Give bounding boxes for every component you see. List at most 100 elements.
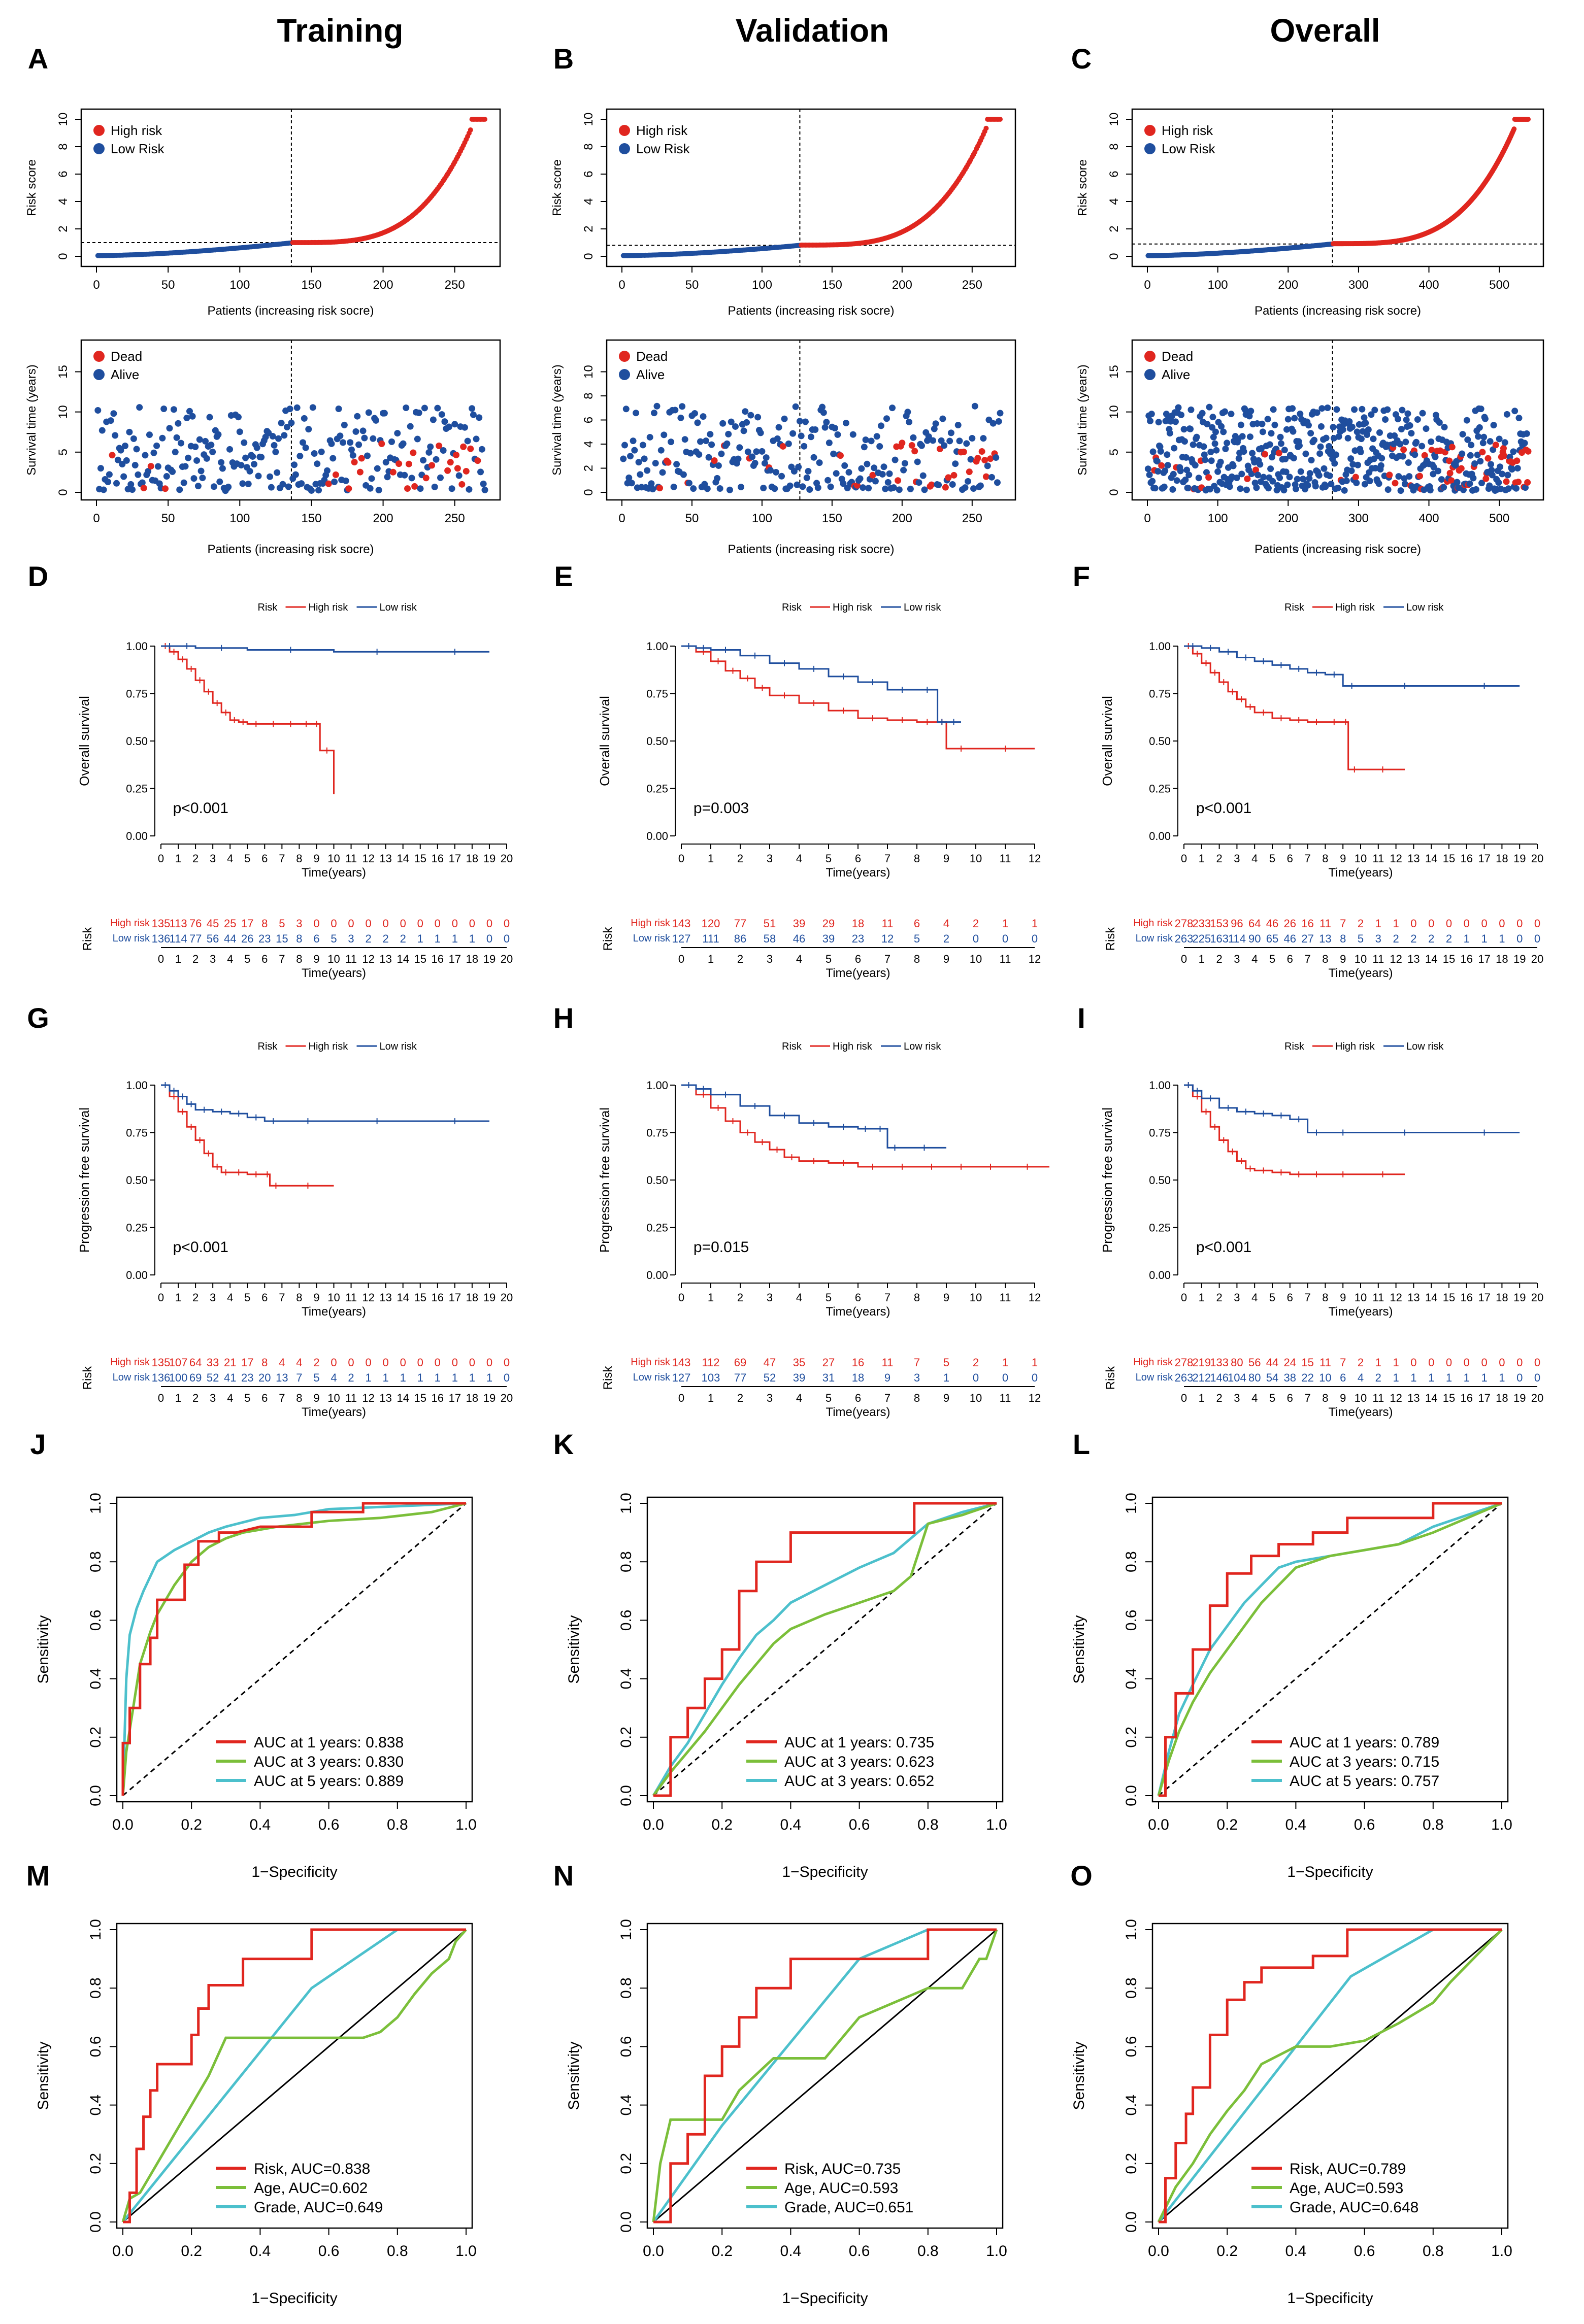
- y-tick-label: 0.75: [1149, 1127, 1171, 1139]
- risk-table-tick-label: 2: [737, 953, 743, 965]
- alive-point: [437, 474, 444, 481]
- alive-point: [480, 480, 487, 487]
- alive-point: [133, 446, 140, 453]
- alive-point: [685, 480, 692, 487]
- alive-point: [1359, 406, 1366, 413]
- alive-point: [790, 468, 798, 475]
- legend-label: High risk: [636, 123, 688, 138]
- alive-point: [331, 478, 338, 485]
- alive-point: [827, 483, 834, 490]
- risk-table-title: Risk: [601, 1366, 615, 1390]
- diagonal-reference: [653, 1929, 997, 2223]
- risk-table-tick-label: 9: [1340, 953, 1346, 965]
- alive-point: [1222, 445, 1229, 452]
- x-tick-label: 300: [1348, 512, 1369, 525]
- x-tick-label: 400: [1419, 278, 1439, 292]
- x-tick-label: 8: [1322, 852, 1328, 865]
- risk-table-cell: 1: [417, 932, 423, 945]
- alive-point: [1268, 430, 1275, 437]
- risk-table-tick-label: 16: [1461, 953, 1473, 965]
- x-tick-label: 0.4: [780, 2243, 802, 2260]
- alive-point: [795, 463, 802, 470]
- y-tick-label: 0.50: [646, 735, 668, 748]
- y-axis-label: Survival time (years): [25, 364, 39, 476]
- dead-point: [1421, 452, 1428, 459]
- risk-table-tick-label: 19: [1513, 953, 1526, 965]
- alive-point: [1411, 451, 1418, 458]
- alive-point: [1397, 441, 1404, 448]
- dead-point: [895, 477, 902, 484]
- risk-table-cell: 1: [1032, 1356, 1038, 1369]
- legend-label: High risk: [833, 1041, 873, 1052]
- risk-table-cell: 39: [822, 932, 835, 945]
- risk-table-cell: 0: [1499, 917, 1505, 930]
- risk-table-cell: 76: [189, 917, 202, 930]
- alive-point: [649, 486, 656, 493]
- legend-label: Low risk: [904, 1041, 941, 1052]
- risk-table-tick-label: 3: [767, 953, 773, 965]
- risk-table-cell: 1: [435, 932, 441, 945]
- legend-label: High risk: [833, 602, 873, 613]
- dead-point: [928, 481, 935, 488]
- y-tick-label: 1.0: [1123, 1919, 1140, 1940]
- alive-point: [186, 408, 193, 415]
- risk-table-tick-label: 11: [1000, 1392, 1011, 1404]
- alive-point: [1418, 443, 1426, 450]
- dead-point: [1205, 474, 1212, 481]
- alive-point: [690, 485, 697, 492]
- risk-table-tick-label: 10: [327, 953, 340, 965]
- alive-point: [281, 432, 288, 439]
- alive-point: [648, 480, 655, 487]
- risk-table-cell: 1: [943, 1371, 949, 1384]
- risk-table-cell: 52: [207, 1371, 219, 1384]
- alive-point: [864, 460, 871, 467]
- alive-point: [761, 460, 768, 467]
- risk-table-tick-label: 13: [379, 953, 391, 965]
- risk-table-cell: 0: [1002, 1371, 1008, 1384]
- y-tick-label: 4: [1107, 198, 1121, 205]
- alive-point: [915, 479, 922, 486]
- alive-point: [365, 409, 372, 416]
- risk-table-tick-label: 15: [1443, 953, 1455, 965]
- y-tick-label: 5: [56, 449, 70, 455]
- risk-table-tick-label: 9: [943, 1392, 949, 1404]
- alive-point: [461, 424, 468, 431]
- dead-point: [1428, 447, 1435, 454]
- x-tick-label: 1.0: [986, 2243, 1007, 2260]
- dead-point: [356, 468, 364, 476]
- x-tick-label: 3: [1234, 852, 1240, 865]
- alive-point: [113, 480, 120, 487]
- risk-table-cell: 35: [793, 1356, 805, 1369]
- risk-table-row-label: Low risk: [113, 933, 150, 944]
- alive-point: [242, 454, 249, 461]
- x-tick-label: 19: [1513, 1291, 1526, 1304]
- alive-point: [114, 456, 121, 463]
- y-tick-label: 0.0: [618, 1785, 635, 1806]
- x-tick-label: 0.6: [1354, 2243, 1375, 2260]
- risk-table-tick-label: 0: [1181, 1392, 1187, 1404]
- x-tick-label: 3: [767, 1291, 773, 1304]
- x-tick-label: 0.0: [1148, 2243, 1169, 2260]
- alive-point: [299, 439, 306, 446]
- alive-point: [1455, 484, 1462, 491]
- alive-point: [826, 439, 833, 446]
- risk-table-tick-label: 8: [1322, 953, 1328, 965]
- x-tick-label: 13: [1407, 852, 1420, 865]
- alive-point: [245, 481, 252, 488]
- alive-point: [1149, 478, 1156, 485]
- alive-point: [314, 460, 321, 467]
- x-tick-label: 8: [296, 852, 302, 865]
- plot-frame: [1131, 339, 1544, 501]
- alive-point: [1488, 466, 1495, 474]
- alive-point: [1284, 416, 1292, 423]
- alive-point: [873, 433, 880, 440]
- risk-table-tick-label: 3: [1234, 1392, 1240, 1404]
- alive-point: [816, 459, 823, 466]
- alive-point: [355, 441, 362, 448]
- x-tick-label: 13: [379, 852, 391, 865]
- dead-point: [463, 467, 470, 475]
- risk-table-cell: 219: [1192, 1356, 1211, 1369]
- dead-point: [140, 485, 147, 492]
- alive-point: [1467, 452, 1474, 459]
- x-tick-label: 9: [943, 852, 949, 865]
